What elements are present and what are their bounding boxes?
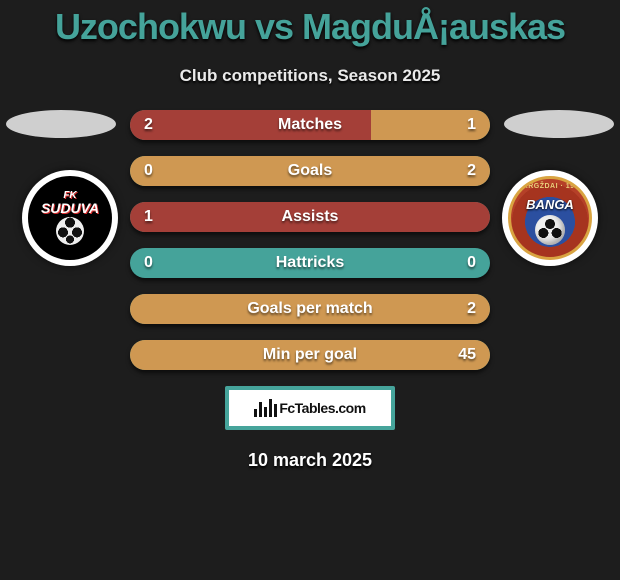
stat-value-left: 1 [130,202,167,232]
team-crest-right: GARGŽDAI · 1966 BANGA [502,170,598,266]
player-photo-right-placeholder [504,110,614,138]
team-crest-left: FK SUDUVA [22,170,118,266]
soccer-ball-icon [535,215,565,245]
comparison-arena: FK SUDUVA GARGŽDAI · 1966 BANGA 2 Matches… [0,110,620,370]
crest-left-line2: SUDUVA [41,201,99,215]
stat-value-right: 45 [444,340,490,370]
stat-row: 0 Hattricks 0 [130,248,490,278]
crest-right-ribbon: GARGŽDAI · 1966 [511,183,589,190]
stat-value-right: 0 [453,248,490,278]
stat-label: Min per goal [263,346,357,364]
soccer-ball-icon [56,217,84,245]
stat-bars: 2 Matches 1 0 Goals 2 1 Assists 0 Hattricks 0 Goals… [130,110,490,370]
stat-label: Goals [288,162,332,180]
stat-label: Goals per match [247,300,372,318]
stat-row: Goals per match 2 [130,294,490,324]
stat-value-right [462,202,490,232]
stat-label: Hattricks [276,254,344,272]
stat-label: Assists [282,208,339,226]
stat-value-right: 2 [453,156,490,186]
stat-value-left [130,294,158,324]
stat-value-left [130,340,158,370]
fctables-logo: FcTables.com [225,386,395,430]
stat-value-left: 0 [130,156,167,186]
bar-chart-icon [254,399,277,417]
stat-row: 2 Matches 1 [130,110,490,140]
stat-value-right: 2 [453,294,490,324]
stat-row: 1 Assists [130,202,490,232]
stat-value-right: 1 [453,110,490,140]
page-title: Uzochokwu vs MagduÅ¡auskas [0,0,620,48]
stat-row: Min per goal 45 [130,340,490,370]
comparison-date: 10 march 2025 [0,450,620,471]
player-photo-left-placeholder [6,110,116,138]
stat-value-left: 2 [130,110,167,140]
stat-value-left: 0 [130,248,167,278]
subtitle: Club competitions, Season 2025 [0,66,620,86]
stat-label: Matches [278,116,342,134]
stat-row: 0 Goals 2 [130,156,490,186]
crest-right-name: BANGA [511,197,589,212]
logo-text: FcTables.com [279,400,365,416]
